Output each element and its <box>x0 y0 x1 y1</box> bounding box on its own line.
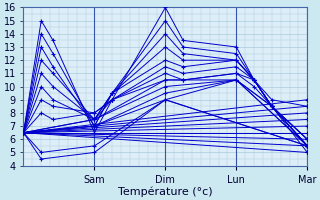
X-axis label: Température (°c): Température (°c) <box>118 186 213 197</box>
